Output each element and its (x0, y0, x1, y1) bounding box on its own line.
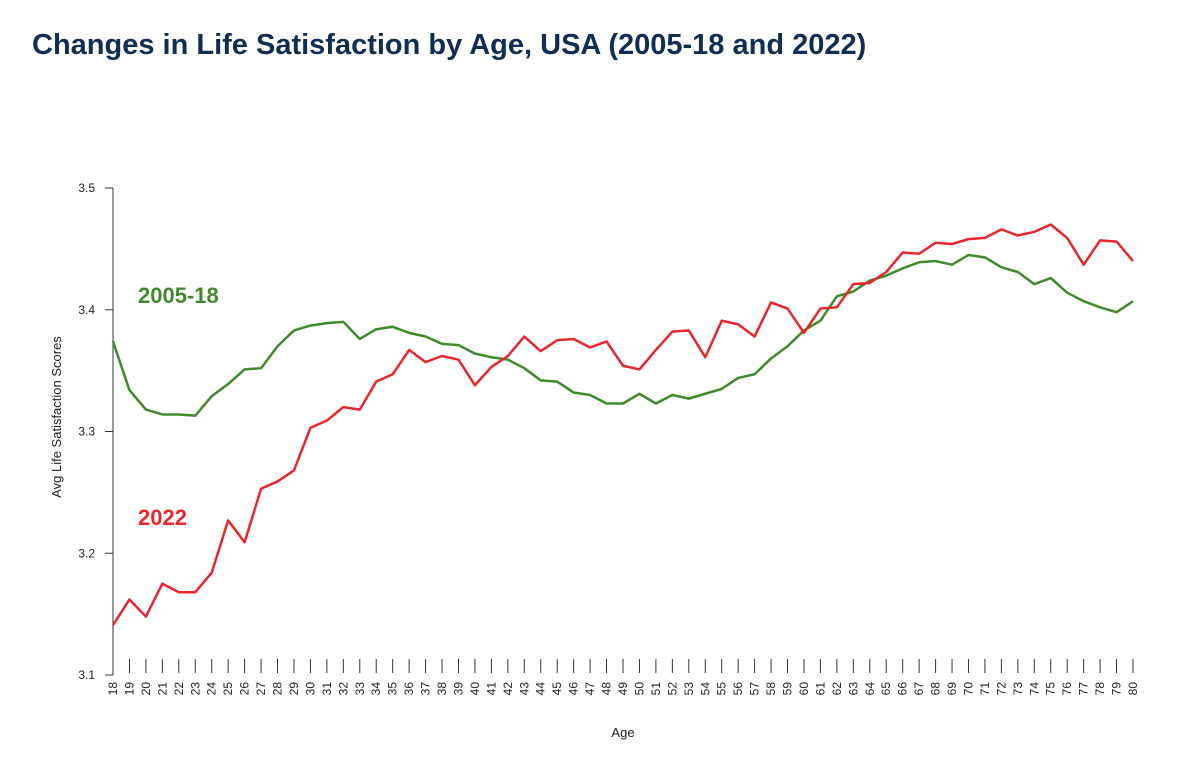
x-tick-label: 20 (139, 682, 153, 696)
x-tick-label: 79 (1110, 682, 1124, 696)
x-tick-label: 62 (830, 682, 844, 696)
x-tick-label: 19 (122, 682, 136, 696)
x-tick-label: 52 (665, 682, 679, 696)
x-tick-label: 60 (797, 682, 811, 696)
x-tick-label: 53 (682, 682, 696, 696)
x-tick-label: 56 (731, 682, 745, 696)
x-tick-label: 35 (386, 682, 400, 696)
x-tick-label: 80 (1126, 682, 1140, 696)
x-tick-label: 30 (303, 682, 317, 696)
x-tick-label: 45 (550, 682, 564, 696)
y-tick-label: 3.2 (78, 546, 95, 560)
x-tick-label: 29 (287, 682, 301, 696)
x-tick-label: 48 (600, 682, 614, 696)
x-tick-label: 55 (715, 682, 729, 696)
x-tick-label: 28 (271, 682, 285, 696)
x-tick-label: 41 (484, 682, 498, 696)
x-tick-label: 59 (781, 682, 795, 696)
x-tick-label: 70 (961, 682, 975, 696)
x-tick-label: 49 (616, 682, 630, 696)
x-tick-label: 54 (698, 682, 712, 696)
x-tick-label: 77 (1077, 682, 1091, 696)
x-tick-label: 76 (1060, 682, 1074, 696)
x-tick-label: 43 (517, 682, 531, 696)
x-tick-label: 46 (567, 682, 581, 696)
x-tick-label: 50 (632, 682, 646, 696)
x-tick-label: 67 (912, 682, 926, 696)
y-axis-label: Avg Life Satisfaction Scores (49, 336, 64, 498)
x-tick-label: 71 (978, 682, 992, 696)
x-tick-label: 33 (353, 682, 367, 696)
x-axis-label: Age (611, 725, 634, 740)
y-tick-label: 3.1 (78, 668, 95, 682)
x-tick-label: 23 (188, 682, 202, 696)
x-tick-label: 65 (879, 682, 893, 696)
x-tick-label: 57 (748, 682, 762, 696)
series-label: 2005-18 (138, 283, 219, 308)
x-tick-label: 38 (435, 682, 449, 696)
x-tick-label: 47 (583, 682, 597, 696)
x-tick-label: 44 (534, 682, 548, 696)
x-tick-label: 66 (896, 682, 910, 696)
x-tick-label: 58 (764, 682, 778, 696)
x-tick-label: 42 (501, 682, 515, 696)
x-tick-label: 61 (813, 682, 827, 696)
x-tick-label: 27 (254, 682, 268, 696)
x-tick-label: 37 (419, 682, 433, 696)
series-label: 2022 (138, 505, 187, 530)
x-tick-label: 78 (1093, 682, 1107, 696)
x-tick-label: 39 (451, 682, 465, 696)
x-tick-label: 26 (238, 682, 252, 696)
x-tick-label: 72 (994, 682, 1008, 696)
x-tick-label: 36 (402, 682, 416, 696)
y-tick-label: 3.5 (78, 181, 95, 195)
x-tick-label: 51 (649, 682, 663, 696)
series-line (111, 223, 1134, 626)
x-tick-label: 75 (1044, 682, 1058, 696)
x-tick-label: 32 (336, 682, 350, 696)
chart-title: Changes in Life Satisfaction by Age, USA… (32, 29, 866, 61)
x-tick-label: 31 (320, 682, 334, 696)
x-tick-label: 63 (846, 682, 860, 696)
y-tick-label: 3.3 (78, 425, 95, 439)
x-tick-label: 73 (1011, 682, 1025, 696)
series-line (111, 253, 1134, 417)
x-tick-label: 22 (172, 682, 186, 696)
x-tick-label: 74 (1027, 682, 1041, 696)
y-tick-label: 3.4 (78, 303, 95, 317)
x-tick-label: 18 (106, 682, 120, 696)
x-tick-label: 64 (863, 682, 877, 696)
x-tick-label: 34 (369, 682, 383, 696)
x-tick-label: 68 (929, 682, 943, 696)
x-tick-label: 21 (155, 682, 169, 696)
x-tick-label: 24 (205, 682, 219, 696)
x-tick-label: 69 (945, 682, 959, 696)
x-tick-label: 40 (468, 682, 482, 696)
x-tick-label: 25 (221, 682, 235, 696)
